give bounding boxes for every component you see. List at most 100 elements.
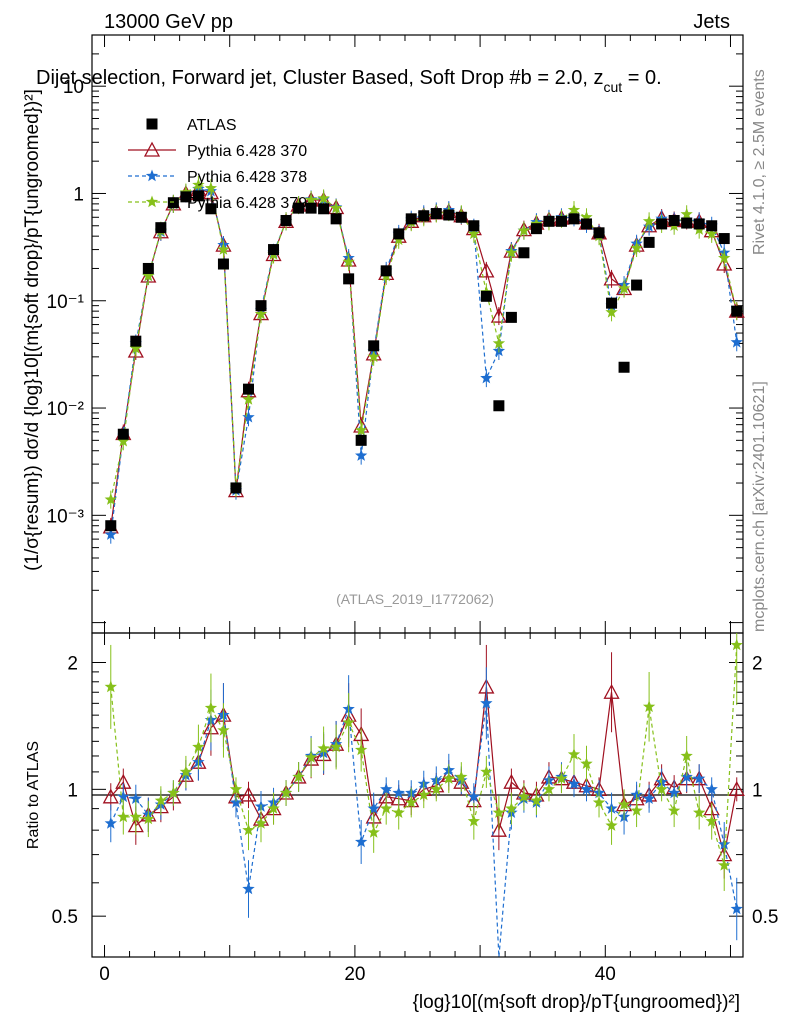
ratio-y-tick-label-right: 0.5: [752, 907, 778, 928]
data-point: [405, 213, 417, 225]
ratio-line-3: [110, 645, 738, 866]
data-series: [102, 175, 745, 544]
mc-point: [630, 241, 643, 254]
ratio-point: [342, 716, 355, 728]
x-axis-label: {log}10[(m{soft drop}/pT{ungroomed})²]: [413, 992, 740, 1013]
ratio-point: [668, 786, 681, 799]
ratio-point: [603, 683, 620, 699]
mc-point: [617, 282, 631, 294]
data-point: [430, 208, 442, 220]
data-point: [318, 203, 330, 215]
ratio-point: [630, 804, 643, 816]
data-point: [192, 190, 204, 202]
series-line-2: [110, 188, 738, 535]
mc-point: [355, 449, 368, 461]
ratio-point: [503, 773, 520, 789]
y-axis-ratio-label: Ratio to ATLAS: [25, 741, 42, 849]
mc-point: [317, 191, 330, 204]
mc-point: [492, 336, 506, 349]
mc-point: [467, 227, 480, 240]
legend-marker: [145, 169, 159, 182]
ratio-point: [279, 786, 293, 799]
plot-title-tail: = 0.: [622, 67, 661, 89]
data-point: [606, 297, 618, 309]
ratio-point: [480, 696, 493, 709]
ratio-point: [204, 701, 218, 714]
ratio-point: [617, 798, 631, 810]
data-point: [167, 197, 179, 209]
ratio-point: [367, 802, 380, 814]
ratio-line-2: [110, 703, 738, 958]
mc-point: [129, 341, 142, 354]
mc-point: [104, 528, 117, 540]
mc-point: [304, 193, 318, 206]
ratio-point: [129, 810, 142, 823]
legend-entry-label: Pythia 6.428 379: [187, 195, 307, 212]
data-point: [681, 217, 693, 229]
data-point: [581, 218, 593, 230]
ratio-point: [229, 796, 243, 808]
ratio-y-tick-label: 0.5: [52, 907, 78, 928]
mc-point: [367, 350, 380, 363]
mc-point: [680, 207, 693, 220]
ratio-point: [642, 792, 656, 804]
data-point: [643, 236, 655, 248]
y-tick-label: 1: [73, 184, 84, 205]
y-tick-label: 10⁻³: [47, 506, 85, 527]
ratio-point: [718, 858, 731, 871]
legend-marker: [146, 118, 158, 130]
ratio-point: [680, 749, 693, 762]
ratio-y-tick-label: 2: [67, 654, 78, 675]
ratio-point: [102, 788, 119, 804]
legend-entry-label: Pythia 6.428 378: [187, 169, 307, 186]
ratio-point: [167, 786, 180, 799]
legend-marker: [143, 141, 161, 157]
data-point: [543, 215, 555, 227]
ratio-point: [467, 814, 480, 827]
mc-point: [730, 335, 743, 348]
mc-point: [342, 255, 355, 268]
ratio-point: [192, 740, 205, 753]
mc-point: [104, 493, 117, 505]
ratio-point: [530, 794, 543, 806]
ratio-point: [154, 794, 167, 806]
data-point: [468, 220, 480, 232]
data-point: [731, 305, 743, 317]
series-line-1: [110, 188, 738, 527]
ratio-point: [355, 743, 368, 756]
ratio-point: [240, 786, 257, 802]
ratio-point: [655, 782, 668, 795]
data-point: [668, 214, 680, 226]
ratio-point: [642, 700, 656, 713]
data-point: [117, 428, 129, 440]
data-point: [530, 223, 542, 235]
data-point: [330, 213, 342, 225]
ratio-point: [380, 802, 393, 814]
mc-point: [705, 227, 718, 240]
mc-point: [505, 246, 518, 258]
mc-point: [580, 210, 593, 223]
ratio-point: [329, 740, 343, 753]
mc-point: [192, 178, 205, 191]
ratio-point: [693, 806, 706, 818]
ratio-point: [392, 786, 405, 799]
data-point: [217, 258, 229, 270]
data-point: [368, 340, 380, 352]
ratio-point: [317, 742, 330, 754]
ratio-point: [229, 782, 243, 795]
data-point: [518, 247, 530, 259]
data-point: [618, 361, 630, 373]
data-point: [355, 434, 367, 446]
data-point: [305, 202, 317, 214]
x-tick-label: 40: [595, 964, 616, 985]
data-point: [555, 215, 567, 227]
mcplots-label: mcplots.cern.ch [arXiv:2401.10621]: [751, 381, 768, 632]
data-point: [656, 218, 668, 230]
data-point: [155, 222, 167, 234]
ratio-point: [292, 770, 305, 783]
analysis-id: (ATLAS_2019_I1772062): [336, 591, 494, 607]
x-tick-label: 0: [99, 964, 110, 985]
mc-point: [117, 434, 130, 447]
ratio-point: [592, 796, 606, 808]
